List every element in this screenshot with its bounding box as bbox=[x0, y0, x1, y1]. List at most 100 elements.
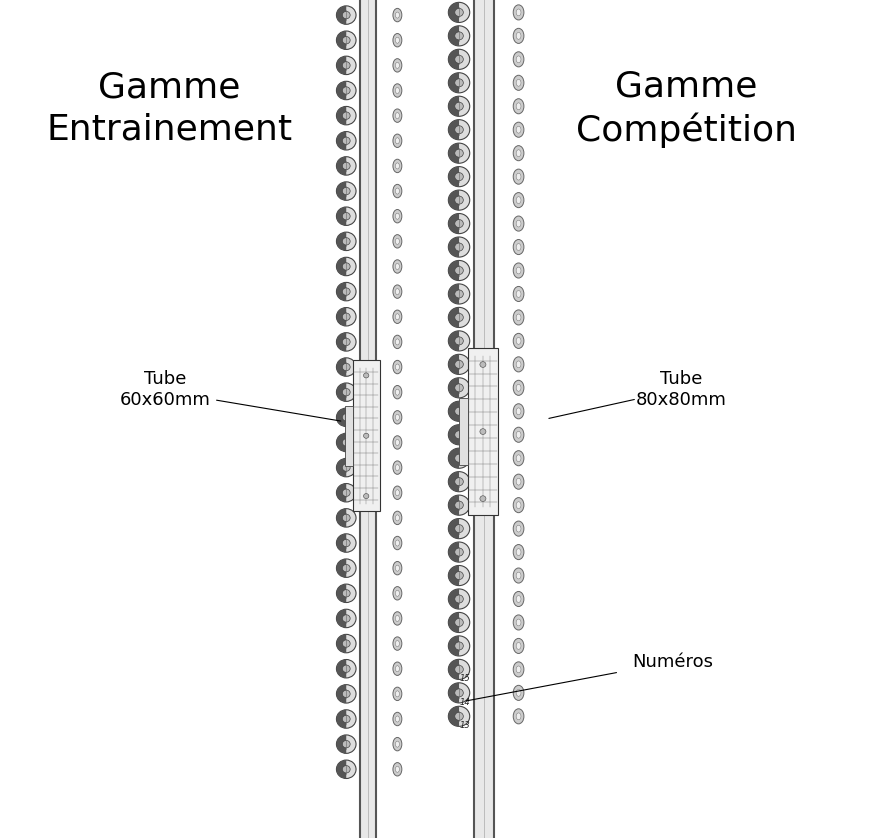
Ellipse shape bbox=[513, 169, 524, 184]
Ellipse shape bbox=[516, 220, 521, 227]
Ellipse shape bbox=[393, 34, 402, 47]
Ellipse shape bbox=[516, 338, 521, 344]
Ellipse shape bbox=[396, 489, 399, 496]
Ellipse shape bbox=[342, 540, 350, 546]
Text: 14: 14 bbox=[460, 698, 470, 706]
Ellipse shape bbox=[396, 640, 399, 647]
Wedge shape bbox=[337, 182, 347, 200]
Ellipse shape bbox=[337, 584, 356, 603]
Ellipse shape bbox=[396, 263, 399, 270]
Wedge shape bbox=[337, 232, 347, 251]
Ellipse shape bbox=[342, 213, 350, 220]
Ellipse shape bbox=[513, 287, 524, 302]
Ellipse shape bbox=[342, 112, 350, 119]
Ellipse shape bbox=[513, 146, 524, 161]
Ellipse shape bbox=[396, 163, 399, 169]
Ellipse shape bbox=[396, 364, 399, 370]
Ellipse shape bbox=[516, 549, 521, 556]
Ellipse shape bbox=[513, 240, 524, 255]
Wedge shape bbox=[337, 408, 347, 427]
Wedge shape bbox=[337, 760, 347, 779]
Ellipse shape bbox=[448, 378, 470, 398]
Ellipse shape bbox=[342, 339, 350, 345]
Ellipse shape bbox=[516, 666, 521, 673]
Ellipse shape bbox=[396, 515, 399, 521]
Ellipse shape bbox=[396, 213, 399, 220]
Wedge shape bbox=[337, 358, 347, 376]
Ellipse shape bbox=[396, 137, 399, 144]
Ellipse shape bbox=[516, 385, 521, 391]
Ellipse shape bbox=[513, 99, 524, 114]
Ellipse shape bbox=[448, 613, 470, 633]
Ellipse shape bbox=[448, 495, 470, 515]
Ellipse shape bbox=[337, 31, 356, 49]
Ellipse shape bbox=[393, 285, 402, 298]
Ellipse shape bbox=[342, 565, 350, 572]
Ellipse shape bbox=[393, 360, 402, 374]
Ellipse shape bbox=[454, 572, 463, 580]
Ellipse shape bbox=[513, 498, 524, 513]
Bar bbox=[353, 360, 380, 511]
Ellipse shape bbox=[396, 288, 399, 295]
Ellipse shape bbox=[448, 190, 470, 210]
Ellipse shape bbox=[480, 429, 486, 434]
Ellipse shape bbox=[396, 565, 399, 572]
Ellipse shape bbox=[448, 542, 470, 562]
Ellipse shape bbox=[393, 184, 402, 198]
Ellipse shape bbox=[448, 401, 470, 422]
Ellipse shape bbox=[516, 690, 521, 696]
Bar bbox=[360, 0, 376, 838]
Text: 15: 15 bbox=[460, 675, 470, 683]
Ellipse shape bbox=[513, 28, 524, 44]
Ellipse shape bbox=[342, 238, 350, 245]
Ellipse shape bbox=[454, 665, 463, 674]
Ellipse shape bbox=[516, 291, 521, 297]
Ellipse shape bbox=[448, 214, 470, 234]
Ellipse shape bbox=[393, 436, 402, 449]
Ellipse shape bbox=[454, 642, 463, 650]
Ellipse shape bbox=[513, 193, 524, 208]
Ellipse shape bbox=[342, 439, 350, 446]
Ellipse shape bbox=[342, 313, 350, 320]
Ellipse shape bbox=[342, 615, 350, 622]
Ellipse shape bbox=[454, 243, 463, 251]
Ellipse shape bbox=[454, 712, 463, 721]
Ellipse shape bbox=[480, 362, 486, 367]
Ellipse shape bbox=[342, 691, 350, 697]
Wedge shape bbox=[448, 214, 459, 234]
Ellipse shape bbox=[337, 257, 356, 276]
Ellipse shape bbox=[337, 333, 356, 351]
Ellipse shape bbox=[393, 712, 402, 726]
Ellipse shape bbox=[448, 73, 470, 93]
Wedge shape bbox=[448, 143, 459, 163]
Wedge shape bbox=[448, 472, 459, 492]
Ellipse shape bbox=[516, 713, 521, 720]
Ellipse shape bbox=[396, 665, 399, 672]
Ellipse shape bbox=[342, 389, 350, 396]
Ellipse shape bbox=[337, 81, 356, 100]
Ellipse shape bbox=[516, 103, 521, 110]
Wedge shape bbox=[337, 383, 347, 401]
Ellipse shape bbox=[448, 143, 470, 163]
Ellipse shape bbox=[396, 439, 399, 446]
Ellipse shape bbox=[448, 49, 470, 70]
Ellipse shape bbox=[454, 196, 463, 204]
Wedge shape bbox=[337, 584, 347, 603]
Ellipse shape bbox=[448, 26, 470, 46]
Ellipse shape bbox=[448, 284, 470, 304]
Wedge shape bbox=[337, 534, 347, 552]
Ellipse shape bbox=[393, 737, 402, 751]
Ellipse shape bbox=[448, 237, 470, 257]
Wedge shape bbox=[448, 613, 459, 633]
Wedge shape bbox=[448, 284, 459, 304]
Ellipse shape bbox=[396, 766, 399, 773]
Ellipse shape bbox=[337, 106, 356, 125]
Ellipse shape bbox=[516, 314, 521, 321]
Ellipse shape bbox=[454, 126, 463, 134]
Ellipse shape bbox=[396, 691, 399, 697]
Wedge shape bbox=[448, 495, 459, 515]
Ellipse shape bbox=[513, 685, 524, 701]
Ellipse shape bbox=[393, 411, 402, 424]
Wedge shape bbox=[337, 81, 347, 100]
Ellipse shape bbox=[393, 134, 402, 147]
